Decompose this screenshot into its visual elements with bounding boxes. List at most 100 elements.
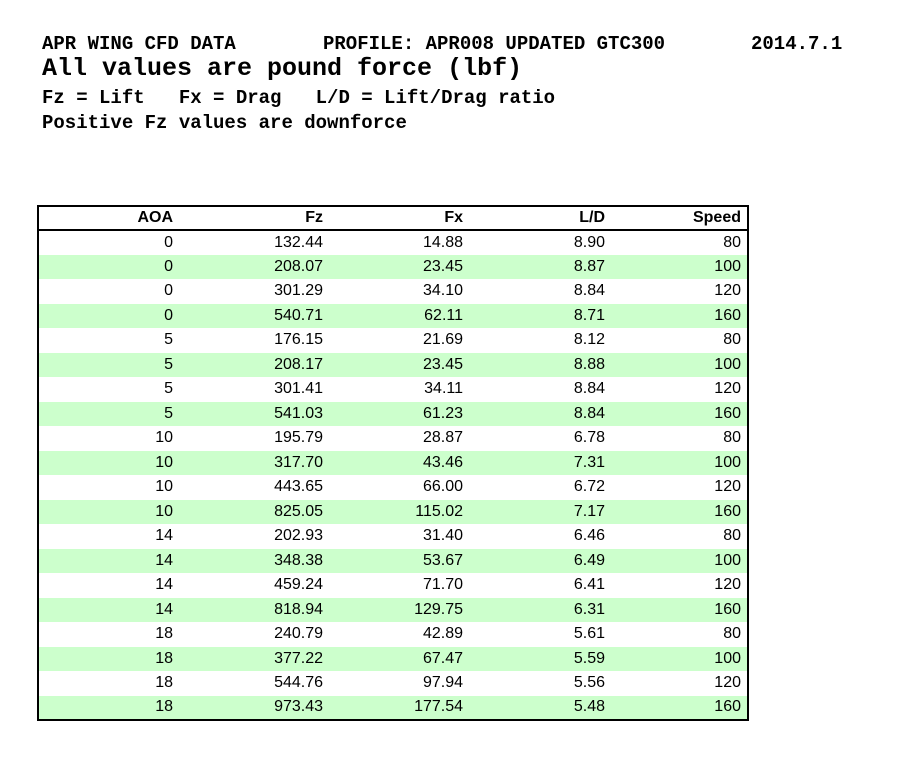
table-cell: 18 [155,674,173,692]
table-cell: 14.88 [422,233,463,251]
table-cell: 61.23 [422,404,463,422]
table-cell: 301.29 [274,282,323,300]
table-row: 5 208.17 23.45 8.88 100 [38,352,748,377]
table-cell: 8.90 [573,233,605,251]
table-cell: 208.17 [274,355,323,373]
table-cell: 120 [714,380,741,398]
table-cell: 317.70 [274,453,323,471]
table-cell: 34.10 [422,282,463,300]
table-cell: 0 [164,306,173,324]
table-cell: 31.40 [422,527,463,545]
table-cell: 34.11 [424,380,463,398]
table-cell: 80 [723,625,741,643]
table-cell: 5.59 [573,649,605,667]
table-cell: 97.94 [422,674,463,692]
table-cell: 120 [714,674,741,692]
table-cell: 5.56 [573,674,605,692]
table-row: 10 317.70 43.46 7.31 100 [38,450,748,475]
table-cell: 14 [155,600,173,618]
table-row: 18 377.22 67.47 5.59 100 [38,646,748,671]
table-cell: 208.07 [274,257,323,275]
table-cell: 6.31 [573,600,605,618]
table-cell: 62.11 [424,306,463,324]
table-cell: 10 [155,429,173,447]
table-cell: 176.15 [274,331,323,349]
table-cell: 18 [155,698,173,716]
column-header-ld: L/D [469,206,611,231]
table-cell: 14 [155,551,173,569]
table-cell: 540.71 [274,306,323,324]
table-cell: 100 [714,453,741,471]
table-row: 0 540.71 62.11 8.71 160 [38,303,748,328]
table-cell: 120 [714,576,741,594]
table-cell: 6.49 [573,551,605,569]
table-cell: 67.47 [422,649,463,667]
table-row: 18 240.79 42.89 5.61 80 [38,622,748,647]
table-cell: 348.38 [274,551,323,569]
table-row: 18 973.43 177.54 5.48 160 [38,695,748,720]
table-row: 14 818.94 129.75 6.31 160 [38,597,748,622]
title-line: APR WING CFD DATA PROFILE: APR008 UPDATE… [0,33,910,57]
table-cell: 18 [155,649,173,667]
table-body: 0 132.44 14.88 8.90 80 0 208.07 23.45 8.87 100 0 30… [38,230,748,720]
table-cell: 7.17 [573,502,605,520]
table-cell: 818.94 [274,600,323,618]
table-cell: 240.79 [274,625,323,643]
table-cell: 5.48 [573,698,605,716]
table-cell: 6.78 [573,429,605,447]
column-header-aoa: AOA [38,206,179,231]
table-cell: 10 [155,453,173,471]
table-cell: 23.45 [422,257,463,275]
table-header-row: AOA Fz Fx L/D Speed [38,206,748,231]
table-row: 10 443.65 66.00 6.72 120 [38,475,748,500]
table-cell: 10 [155,478,173,496]
table-cell: 544.76 [274,674,323,692]
table-row: 0 132.44 14.88 8.90 80 [38,230,748,255]
table-cell: 443.65 [274,478,323,496]
table-row: 0 301.29 34.10 8.84 120 [38,279,748,304]
column-header-fx: Fx [329,206,469,231]
table-cell: 66.00 [422,478,463,496]
table-cell: 8.84 [573,404,605,422]
table-cell: 202.93 [274,527,323,545]
table-cell: 8.88 [573,355,605,373]
table-cell: 42.89 [422,625,463,643]
table-cell: 115.02 [415,502,463,520]
table-row: 5 176.15 21.69 8.12 80 [38,328,748,353]
table-cell: 5.61 [573,625,605,643]
table-cell: 120 [714,282,741,300]
table-cell: 120 [714,478,741,496]
table-cell: 8.84 [573,282,605,300]
table-cell: 6.72 [573,478,605,496]
table-cell: 177.54 [414,698,463,716]
table-cell: 5 [164,404,173,422]
table-cell: 0 [164,233,173,251]
table-cell: 5 [164,380,173,398]
table-cell: 160 [714,502,741,520]
table-cell: 132.44 [274,233,323,251]
table-cell: 18 [155,625,173,643]
symbol-legend: Fz = Lift Fx = Drag L/D = Lift/Drag rati… [42,87,556,109]
cfd-data-table: AOA Fz Fx L/D Speed 0 132.44 14.88 8.90 80 0 2… [37,205,749,721]
table-cell: 5 [164,355,173,373]
table-cell: 377.22 [274,649,323,667]
table-cell: 53.67 [422,551,463,569]
table-cell: 21.69 [422,331,463,349]
table-cell: 80 [723,527,741,545]
table-cell: 80 [723,429,741,447]
table-cell: 43.46 [422,453,463,471]
table-cell: 160 [714,404,741,422]
profile-label: PROFILE: APR008 UPDATED GTC300 [323,33,666,55]
table-cell: 541.03 [274,404,323,422]
table-row: 5 301.41 34.11 8.84 120 [38,377,748,402]
table-cell: 14 [155,576,173,594]
doc-title: APR WING CFD DATA [42,33,236,55]
table-cell: 160 [714,306,741,324]
table-cell: 825.05 [274,502,323,520]
table-row: 18 544.76 97.94 5.56 120 [38,671,748,696]
table-row: 5 541.03 61.23 8.84 160 [38,401,748,426]
table-cell: 80 [723,233,741,251]
table-cell: 6.46 [573,527,605,545]
version-date: 2014.7.1 [751,33,843,55]
table-cell: 8.84 [573,380,605,398]
